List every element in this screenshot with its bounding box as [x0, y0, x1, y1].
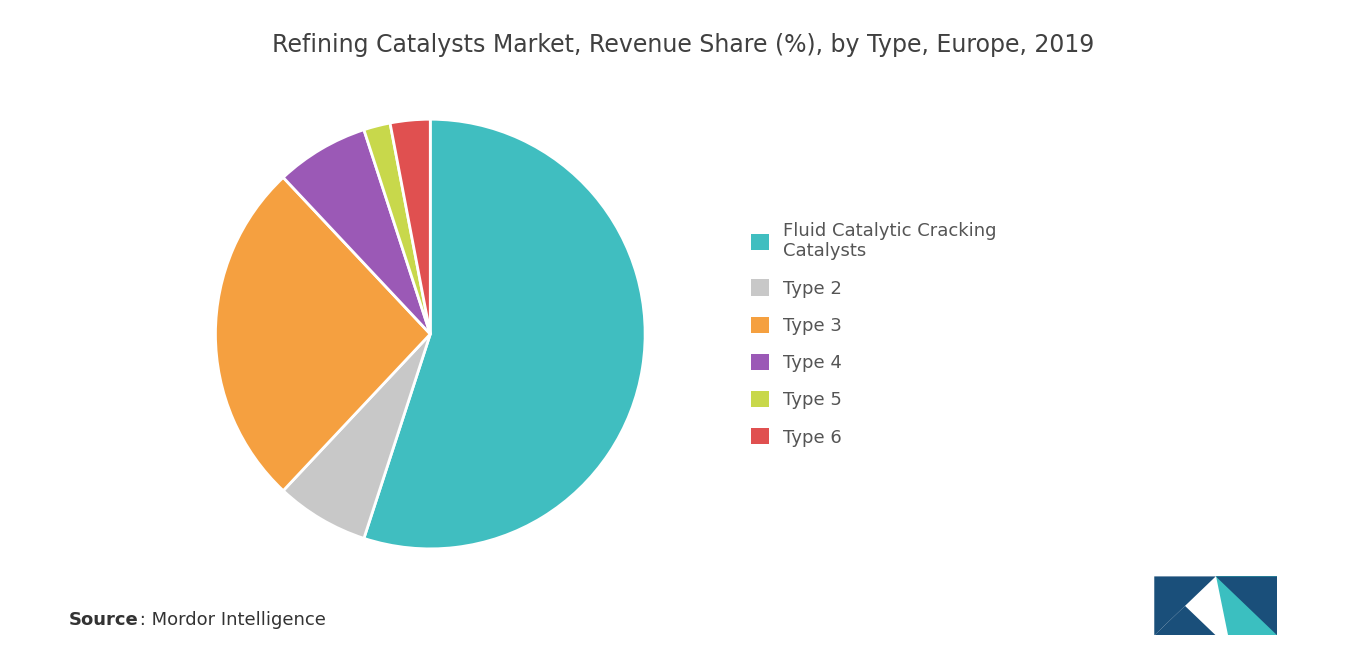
Polygon shape [1154, 576, 1216, 635]
Polygon shape [1216, 576, 1228, 635]
Text: : Mordor Intelligence: : Mordor Intelligence [134, 611, 325, 629]
Wedge shape [216, 178, 430, 491]
Text: Source: Source [68, 611, 138, 629]
Legend: Fluid Catalytic Cracking
Catalysts, Type 2, Type 3, Type 4, Type 5, Type 6: Fluid Catalytic Cracking Catalysts, Type… [751, 221, 997, 447]
Polygon shape [1154, 606, 1216, 635]
Text: Refining Catalysts Market, Revenue Share (%), by Type, Europe, 2019: Refining Catalysts Market, Revenue Share… [272, 33, 1094, 57]
Polygon shape [1216, 576, 1277, 635]
Wedge shape [363, 119, 645, 549]
Polygon shape [1216, 576, 1277, 635]
Wedge shape [283, 334, 430, 538]
Wedge shape [283, 130, 430, 334]
Wedge shape [363, 123, 430, 334]
Wedge shape [391, 119, 430, 334]
